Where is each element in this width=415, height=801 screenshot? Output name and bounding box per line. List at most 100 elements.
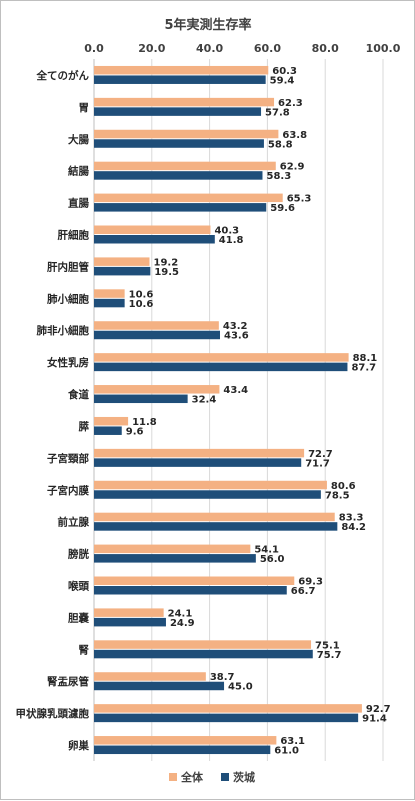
data-label: 9.6 xyxy=(126,426,144,437)
bar-series-1 xyxy=(94,576,295,585)
bar-series-1 xyxy=(94,512,335,522)
bar-series-1 xyxy=(94,672,206,681)
bar-series-2 xyxy=(94,235,215,244)
data-label: 19.2 xyxy=(153,257,178,268)
category-label: 子宮内膜 xyxy=(47,484,89,497)
category-label: 喉頭 xyxy=(68,580,89,593)
data-label: 58.8 xyxy=(268,139,293,150)
category-label: 直腸 xyxy=(68,197,89,210)
bar-series-2 xyxy=(94,649,313,659)
data-label: 54.1 xyxy=(254,545,279,556)
bar-series-2 xyxy=(94,298,125,308)
data-label: 75.1 xyxy=(315,640,340,651)
category-label: 肝内胆管 xyxy=(47,260,89,273)
data-label: 10.6 xyxy=(129,299,154,310)
data-label: 72.7 xyxy=(308,449,333,460)
bar-series-2 xyxy=(94,458,302,467)
bar-series-2 xyxy=(94,139,264,148)
category-label: 腎 xyxy=(79,644,90,656)
legend-label: 全体 xyxy=(180,770,204,784)
bar-series-2 xyxy=(94,362,348,372)
bar-series-2 xyxy=(94,75,266,84)
data-label: 80.6 xyxy=(331,481,356,492)
bar-series-1 xyxy=(94,480,327,490)
category-label: 食道 xyxy=(67,388,89,401)
x-tick-labels: 0.0 20.0 40.0 60.0 80.0 100.0 xyxy=(84,42,400,55)
bar-series-2 xyxy=(94,713,359,723)
data-label: 43.4 xyxy=(223,385,248,396)
bar-series-1 xyxy=(94,257,150,266)
category-label: 胆嚢 xyxy=(68,611,89,624)
bar-series-1 xyxy=(94,353,349,362)
data-label: 32.4 xyxy=(192,395,217,406)
category-label: 肝細胞 xyxy=(58,229,90,242)
bar-series-1 xyxy=(94,225,211,234)
data-labels: 60.359.4 62.357.8 63.858.8 62.958.3 65.359.6… xyxy=(126,66,391,757)
data-label: 63.1 xyxy=(280,736,305,747)
legend-swatch xyxy=(221,773,229,781)
data-label: 59.6 xyxy=(270,203,295,214)
data-label: 19.5 xyxy=(154,267,179,278)
bar-series-2 xyxy=(94,330,221,340)
data-label: 61.0 xyxy=(274,746,299,757)
category-label: 肺非小細胞 xyxy=(37,324,90,337)
category-label: 腎盂尿管 xyxy=(47,675,89,688)
category-label: 全てのがん xyxy=(36,69,90,82)
data-label: 38.7 xyxy=(210,672,235,683)
bar-series-1 xyxy=(94,385,220,394)
bar-series-2 xyxy=(94,490,321,499)
data-label: 87.7 xyxy=(351,363,376,374)
data-label: 11.8 xyxy=(132,417,157,428)
bar-series-1 xyxy=(94,97,275,107)
data-label: 69.3 xyxy=(298,577,323,588)
data-label: 63.8 xyxy=(282,130,307,141)
x-tick-label: 0.0 xyxy=(84,42,104,55)
bars xyxy=(94,65,362,755)
bar-series-2 xyxy=(94,745,271,755)
category-label: 卵巣 xyxy=(68,739,89,752)
x-tick-label: 60.0 xyxy=(254,42,281,55)
bar-series-1 xyxy=(94,161,276,171)
data-label: 84.2 xyxy=(341,522,366,533)
bar-series-1 xyxy=(94,129,279,139)
category-label: 大腸 xyxy=(68,133,89,146)
category-label: 甲状腺乳頭濾胞 xyxy=(16,707,90,720)
bar-series-2 xyxy=(94,681,225,691)
data-label: 45.0 xyxy=(228,682,253,693)
data-label: 75.7 xyxy=(317,650,342,661)
bar-series-2 xyxy=(94,107,262,116)
bar-series-1 xyxy=(94,608,164,617)
data-label: 57.8 xyxy=(265,107,290,118)
category-labels: 全てのがん胃大腸結腸直腸肝細胞肝内胆管肺小細胞肺非小細胞女性乳房食道膵子宮頸部子… xyxy=(16,69,90,752)
data-label: 60.3 xyxy=(272,66,297,77)
data-label: 59.4 xyxy=(270,75,295,86)
legend-swatch xyxy=(169,773,177,781)
data-label: 65.3 xyxy=(287,194,312,205)
x-tick-label: 80.0 xyxy=(312,42,339,55)
bar-series-1 xyxy=(94,65,269,75)
data-label: 88.1 xyxy=(353,353,378,364)
bar-series-1 xyxy=(94,416,129,426)
data-label: 40.3 xyxy=(214,226,239,237)
bar-series-1 xyxy=(94,321,219,330)
data-label: 71.7 xyxy=(305,458,330,469)
category-label: 膵 xyxy=(79,420,90,433)
category-label: 子宮頸部 xyxy=(47,452,89,465)
bar-series-2 xyxy=(94,617,166,627)
chart-title: 5年実測生存率 xyxy=(164,17,251,33)
category-label: 女性乳房 xyxy=(47,356,89,369)
data-label: 62.9 xyxy=(280,162,305,173)
bar-series-1 xyxy=(94,544,251,554)
data-label: 83.3 xyxy=(339,513,364,524)
data-label: 56.0 xyxy=(260,554,285,565)
bar-series-2 xyxy=(94,203,267,212)
category-label: 前立腺 xyxy=(58,516,90,529)
legend-label: 茨城 xyxy=(233,770,255,784)
category-label: 胃 xyxy=(79,102,90,114)
data-label: 43.2 xyxy=(223,321,248,332)
data-label: 24.1 xyxy=(168,608,193,619)
data-label: 10.6 xyxy=(129,289,154,300)
x-tick-label: 40.0 xyxy=(196,42,223,55)
